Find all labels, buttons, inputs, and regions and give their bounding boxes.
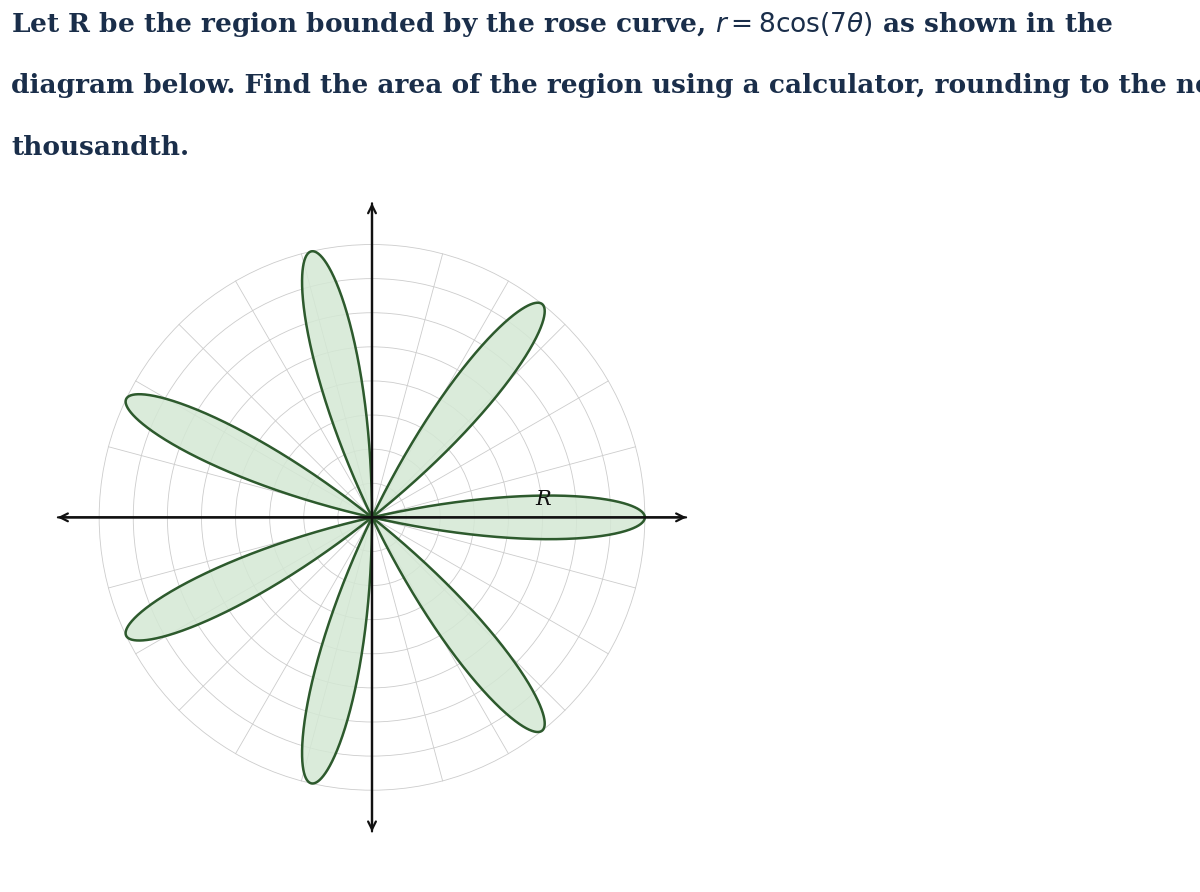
Polygon shape xyxy=(372,517,545,732)
Polygon shape xyxy=(372,302,545,517)
Text: Let R be the region bounded by the rose curve, $r = 8\cos(7\theta)$ as shown in : Let R be the region bounded by the rose … xyxy=(12,10,1114,39)
Polygon shape xyxy=(126,517,372,640)
Polygon shape xyxy=(302,517,372,783)
Polygon shape xyxy=(126,394,372,517)
Polygon shape xyxy=(302,252,372,517)
Text: R: R xyxy=(535,491,552,509)
Polygon shape xyxy=(372,496,644,539)
Text: diagram below. Find the area of the region using a calculator, rounding to the n: diagram below. Find the area of the regi… xyxy=(12,72,1200,97)
Text: thousandth.: thousandth. xyxy=(12,136,190,161)
